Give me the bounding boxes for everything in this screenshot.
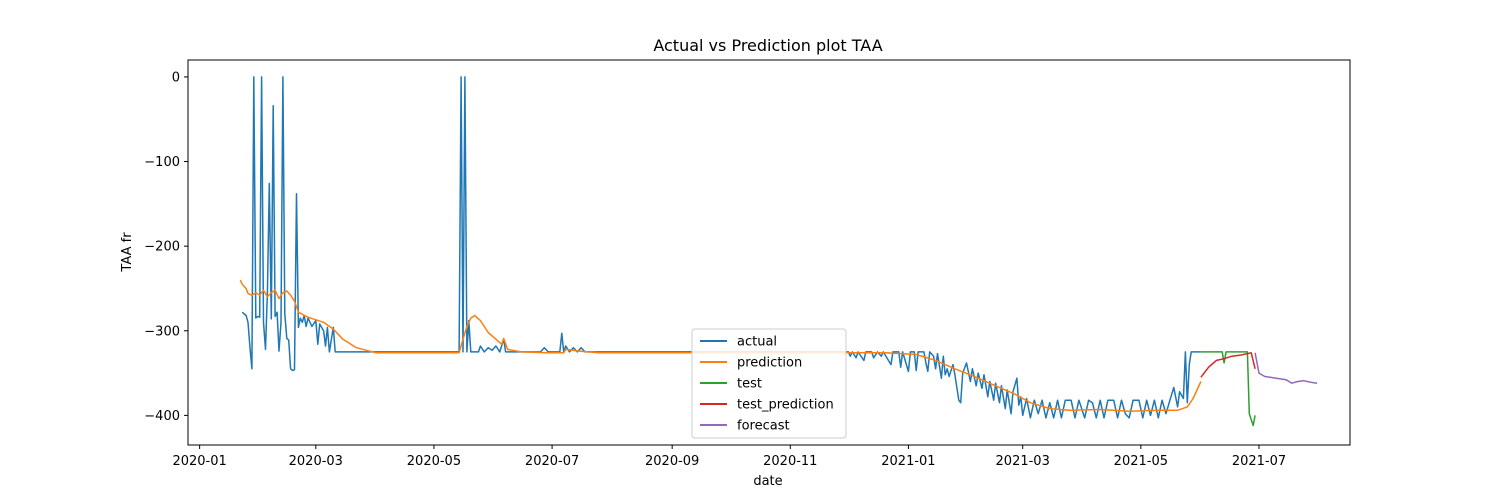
x-tick-label: 2021-05 [1114, 454, 1168, 469]
y-tick-label: −300 [144, 324, 180, 339]
series-line-prediction [239, 279, 1202, 412]
plot-frame [187, 59, 1351, 446]
x-tick-label: 2021-03 [996, 454, 1050, 469]
legend-label-prediction: prediction [737, 356, 802, 371]
chart-title: Actual vs Prediction plot TAA [653, 36, 882, 55]
series-layer [239, 76, 1318, 427]
series-line-test-prediction [1200, 352, 1256, 378]
x-tick-label: 2020-05 [407, 454, 461, 469]
y-axis-label: TAA fr [120, 232, 135, 273]
plot-area: 2020-01 2020-03 2020-05 2020-07 2020-09 2020-… [144, 59, 1351, 469]
legend-items: actual prediction test test_predictionforec… [700, 335, 834, 434]
x-tick-label: 2021-07 [1232, 454, 1286, 469]
legend: actual prediction test test_predictionforec… [691, 328, 847, 439]
x-tick-label: 2020-07 [525, 454, 579, 469]
y-tick-label: −400 [144, 409, 180, 424]
x-tick-label: 2020-11 [763, 454, 817, 469]
y-tick-label: 0 [172, 70, 180, 85]
series-line-test [1200, 351, 1256, 427]
x-tick-label: 2020-03 [289, 454, 343, 469]
y-tick-label: −100 [144, 155, 180, 170]
series-line-forecast [1254, 352, 1318, 384]
x-tick-label: 2020-01 [172, 454, 226, 469]
legend-label-test: test [737, 377, 762, 392]
x-axis-label: date [753, 474, 782, 489]
legend-frame [691, 328, 847, 439]
legend-label-actual: actual [737, 335, 777, 350]
legend-label-test-prediction: test_prediction [737, 398, 834, 413]
y-axis: 0 −100 −200 −300 −400 [144, 70, 188, 424]
y-tick-label: −200 [144, 240, 180, 255]
x-tick-label: 2021-01 [881, 454, 935, 469]
series-line-actual [241, 76, 1201, 419]
x-axis: 2020-01 2020-03 2020-05 2020-07 2020-09 2020-… [172, 445, 1286, 469]
x-tick-label: 2020-09 [645, 454, 699, 469]
legend-label-forecast: forecast [737, 419, 790, 434]
